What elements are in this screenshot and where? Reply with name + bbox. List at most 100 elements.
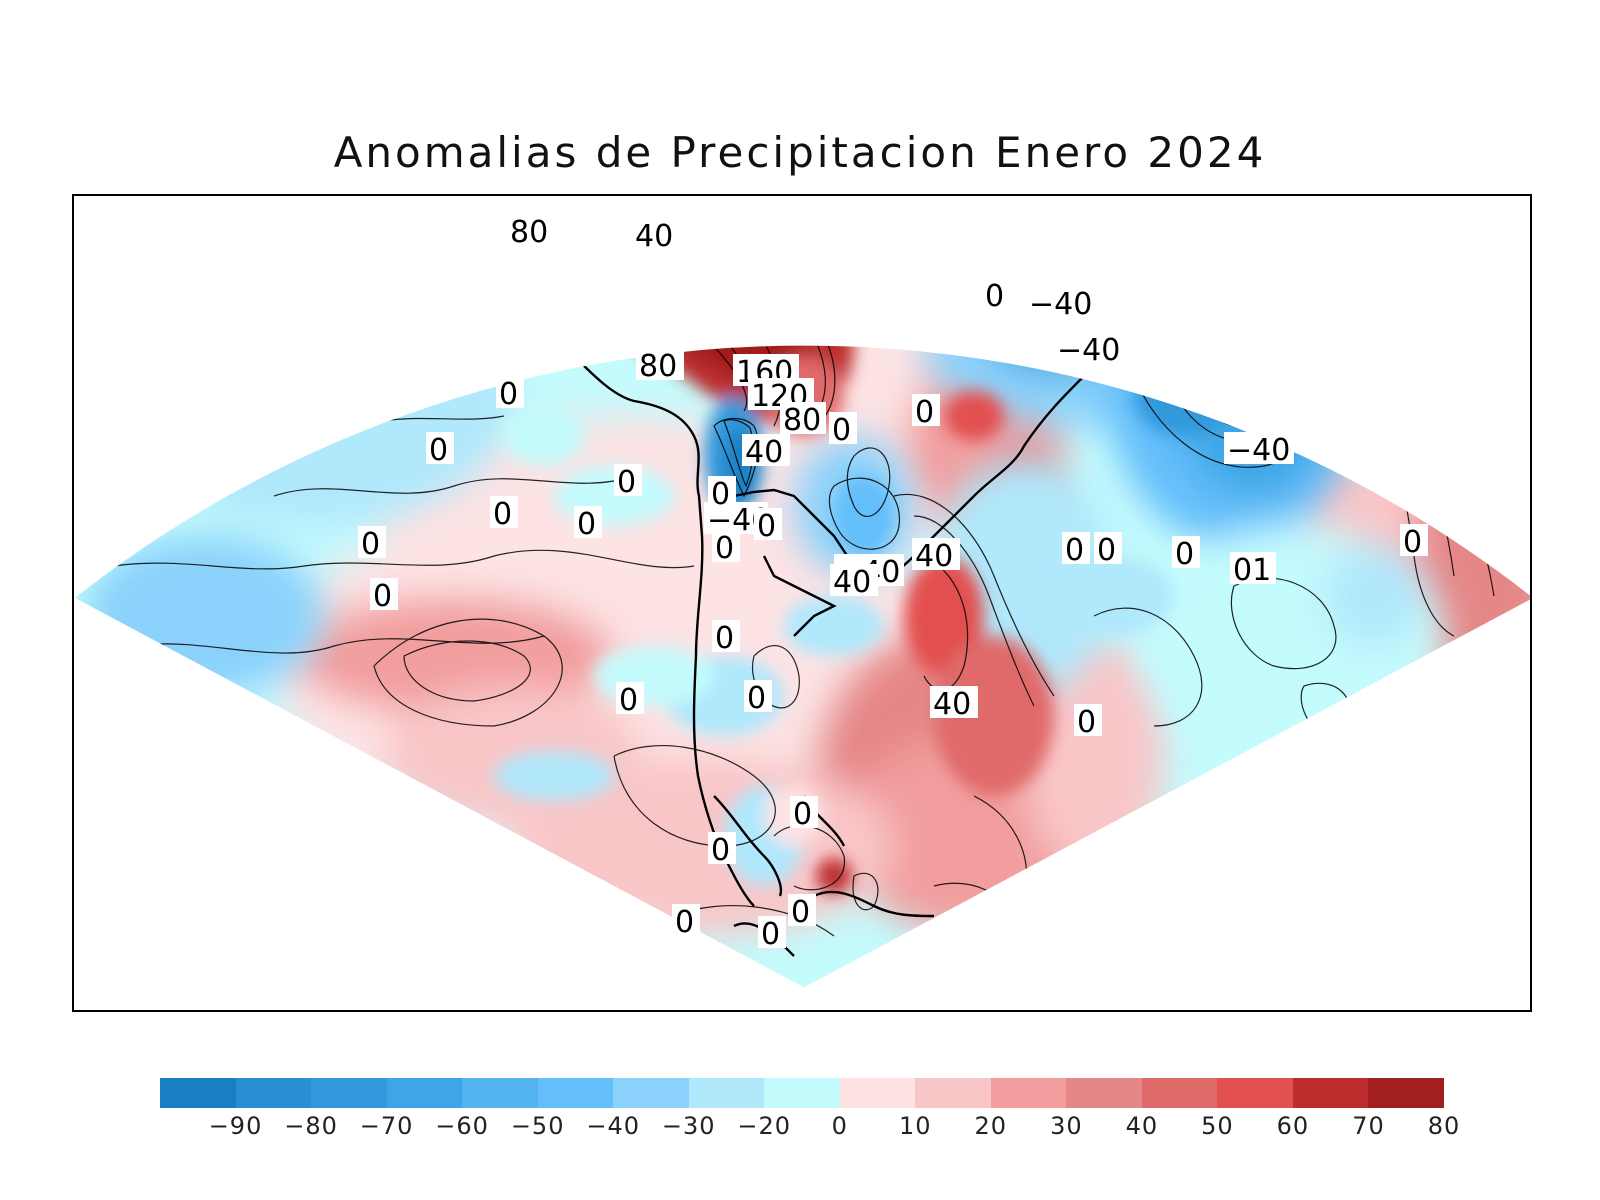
colorbar-bin (990, 1078, 1067, 1108)
colorbar-tick-label: 10 (899, 1112, 932, 1140)
svg-text:0: 0 (577, 507, 596, 542)
svg-text:0: 0 (715, 621, 734, 656)
contour-label: −40 (1224, 432, 1294, 468)
svg-text:80: 80 (510, 215, 548, 250)
svg-text:40: 40 (745, 435, 783, 470)
contour-label: 40 (632, 218, 680, 254)
colorbar-bin (1141, 1078, 1218, 1108)
contour-label: 0 (1062, 532, 1090, 568)
colorbar-tick-label: −80 (284, 1112, 338, 1140)
colorbar-bin (537, 1078, 614, 1108)
colorbar-bin (839, 1078, 916, 1108)
contour-label: 0 (616, 682, 644, 718)
colorbar-bin (386, 1078, 463, 1108)
colorbar-tick-label: −30 (661, 1112, 716, 1140)
contour-label: 0 (712, 530, 740, 566)
svg-text:0: 0 (361, 527, 380, 562)
svg-text:80: 80 (639, 349, 677, 384)
colorbar-tick-label: 80 (1427, 1112, 1461, 1140)
svg-text:0: 0 (499, 377, 518, 412)
colorbar-bin (311, 1078, 388, 1108)
colorbar-tick-label: −40 (586, 1112, 640, 1140)
contour-label: −40 (1054, 332, 1124, 368)
contour-label: 80 (636, 348, 684, 384)
map-plot: 80 40 80 160 120 80 0 40 0 0 0 0 0 0 −40… (74, 214, 1530, 989)
contour-label: 0 (1094, 532, 1122, 568)
contour-label: 0 (829, 412, 857, 448)
svg-text:01: 01 (1233, 553, 1271, 588)
svg-text:0: 0 (711, 477, 730, 512)
svg-text:−40: −40 (1057, 333, 1120, 368)
contour-label: 0 (672, 904, 700, 940)
contour-label: 0 (712, 620, 740, 656)
contour-label: 80 (507, 214, 555, 250)
svg-text:0: 0 (617, 465, 636, 500)
colorbar-bin (1292, 1078, 1369, 1108)
svg-text:0: 0 (675, 905, 694, 940)
colorbar-bin (1066, 1078, 1143, 1108)
colorbar-bin (1217, 1078, 1294, 1108)
svg-text:0: 0 (1077, 705, 1096, 740)
colorbar-bin (915, 1078, 992, 1108)
svg-text:0: 0 (915, 395, 934, 430)
svg-text:0: 0 (757, 509, 776, 544)
contour-label: 0 (912, 394, 940, 430)
contour-label: 0 (496, 376, 524, 412)
contour-label: 40 (830, 564, 878, 600)
svg-text:0: 0 (832, 413, 851, 448)
contour-label: 0 (788, 894, 816, 930)
svg-text:0: 0 (793, 797, 812, 832)
colorbar-bin (462, 1078, 539, 1108)
colorbar-bin (160, 1078, 237, 1108)
colorbar-bin (688, 1078, 765, 1108)
svg-text:0: 0 (1175, 537, 1194, 572)
colorbar-tick-label: 60 (1276, 1112, 1310, 1140)
contour-label: 0 (1400, 524, 1428, 560)
contour-label: 80 (780, 402, 826, 438)
contour-label: −40 (1026, 286, 1096, 322)
contour-label: 0 (982, 278, 1010, 314)
anomaly-field (74, 345, 1530, 988)
svg-text:0: 0 (429, 433, 448, 468)
contour-label: 0 (358, 526, 386, 562)
colorbar-tick-label: −90 (208, 1112, 263, 1140)
contour-labels: 80 40 80 160 120 80 0 40 0 0 0 0 0 0 −40… (358, 214, 1428, 952)
svg-text:0: 0 (1403, 525, 1422, 560)
colorbar-tick-label: 50 (1201, 1112, 1234, 1140)
contour-label: 0 (708, 476, 736, 512)
contour-label: 0 (1172, 536, 1200, 572)
colorbar-tick-label: 0 (831, 1112, 848, 1140)
svg-text:40: 40 (635, 219, 673, 254)
contour-label: 0 (370, 578, 398, 614)
contour-label: 01 (1230, 552, 1276, 588)
svg-text:0: 0 (1097, 533, 1116, 568)
svg-text:0: 0 (373, 579, 392, 614)
colorbar-bin (1368, 1078, 1445, 1108)
svg-text:0: 0 (1065, 533, 1084, 568)
colorbar-tick-label: −70 (359, 1112, 414, 1140)
contour-label: 0 (708, 832, 736, 868)
contour-label: 40 (742, 434, 790, 470)
contour-label: 0 (758, 916, 786, 952)
contour-label: 40 (930, 686, 978, 722)
contour-label: 0 (744, 680, 772, 716)
contour-label: 0 (754, 508, 782, 544)
colorbar-tick-label: 20 (974, 1112, 1008, 1140)
contour-label: 0 (574, 506, 602, 542)
colorbar-tick-label: −60 (435, 1112, 489, 1140)
colorbar-bin (235, 1078, 312, 1108)
colorbar-tick-label: 70 (1352, 1112, 1385, 1140)
colorbar-tick-label: −20 (737, 1112, 792, 1140)
contour-label: 0 (614, 464, 642, 500)
contour-label: 0 (790, 796, 818, 832)
sector-edge (74, 344, 1530, 989)
svg-text:40: 40 (915, 539, 953, 574)
svg-text:0: 0 (493, 497, 512, 532)
colorbar-bin (764, 1078, 841, 1108)
svg-text:0: 0 (619, 683, 638, 718)
svg-text:−40: −40 (1227, 433, 1290, 468)
map-title: Anomalias de Precipitacion Enero 2024 (333, 128, 1267, 177)
svg-text:40: 40 (933, 687, 971, 722)
svg-text:0: 0 (761, 917, 780, 952)
svg-text:40: 40 (833, 565, 871, 600)
